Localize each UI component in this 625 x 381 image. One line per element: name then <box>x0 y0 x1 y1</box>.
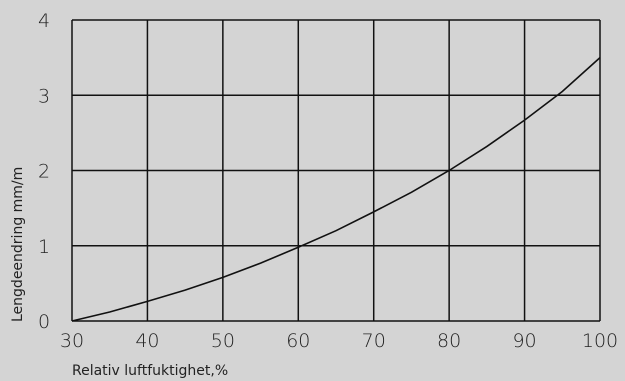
x-axis-label: Relativ luftfuktighet,% <box>72 363 228 379</box>
y-tick-label: 4 <box>38 10 50 32</box>
grid-lines <box>71 19 601 322</box>
y-axis-label: Lengdeendring mm/m <box>10 167 26 322</box>
y-tick-label: 1 <box>38 236 50 258</box>
x-tick-label: 30 <box>60 330 84 352</box>
x-tick-label: 100 <box>582 330 618 352</box>
y-tick-label: 0 <box>38 311 50 333</box>
x-tick-label: 70 <box>362 330 386 352</box>
x-tick-label: 40 <box>135 330 159 352</box>
x-tick-label: 60 <box>286 330 310 352</box>
x-tick-label: 80 <box>437 330 461 352</box>
data-series-curve <box>71 57 601 322</box>
y-tick-label: 3 <box>38 85 50 107</box>
x-tick-label: 50 <box>211 330 235 352</box>
x-tick-label: 90 <box>512 330 536 352</box>
y-tick-label: 2 <box>38 161 50 183</box>
tick-labels: 30 40 50 60 70 80 90 100 0 1 2 3 4 <box>38 10 618 352</box>
